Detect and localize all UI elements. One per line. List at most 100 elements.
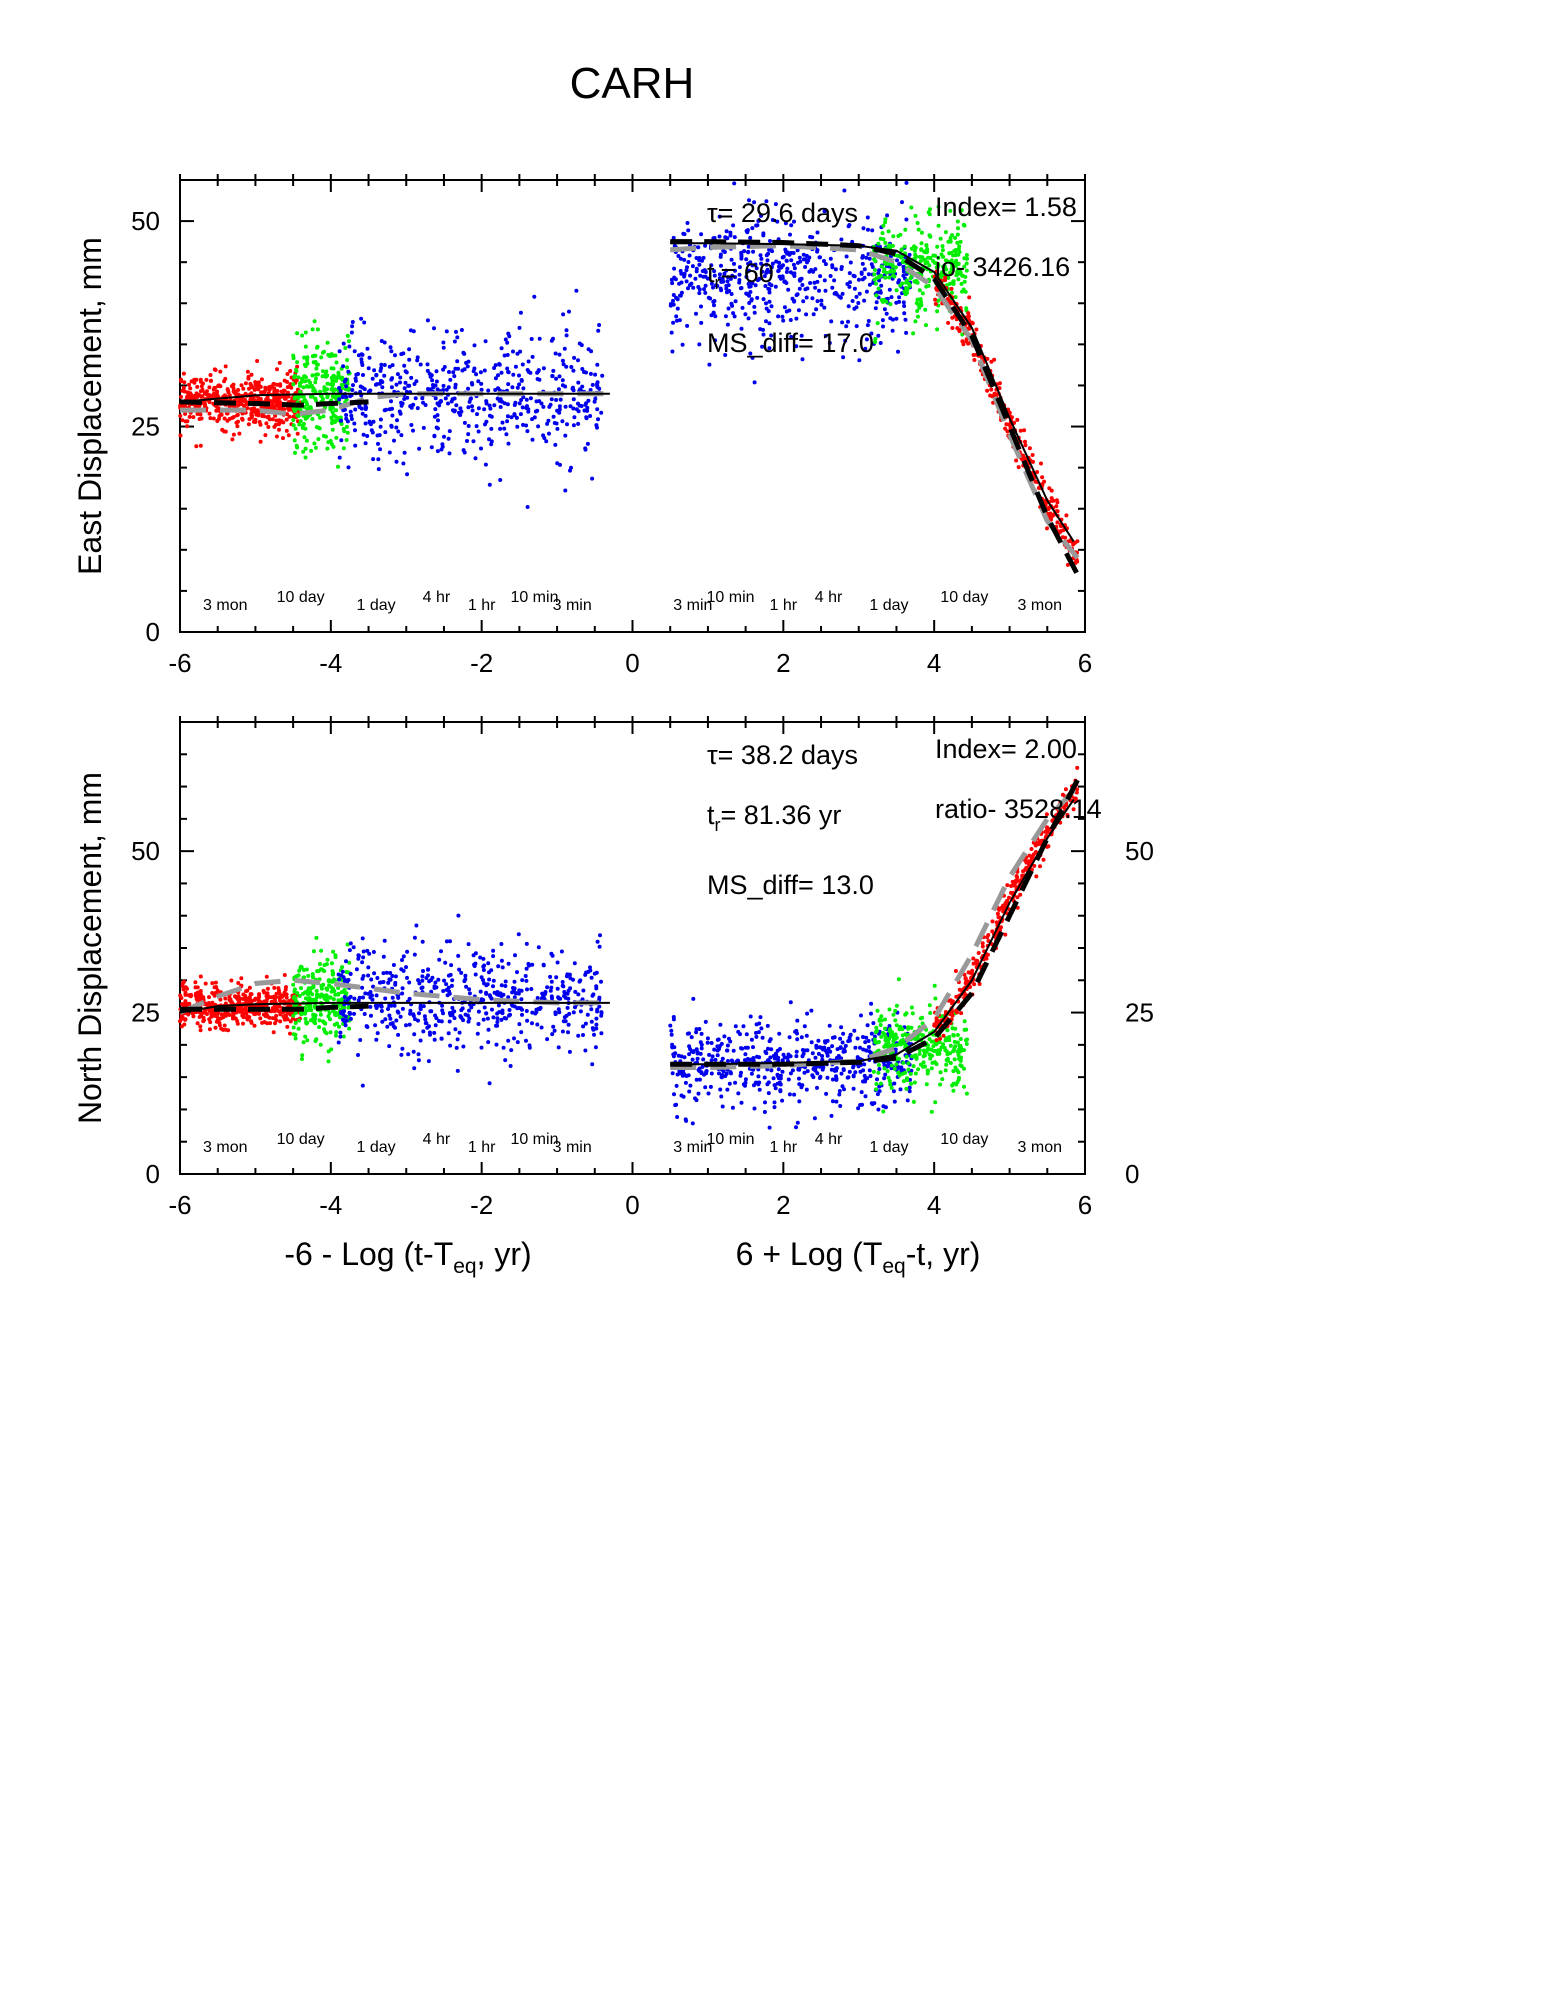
data-point <box>890 328 895 333</box>
data-point <box>454 329 458 334</box>
data-point <box>357 995 362 1000</box>
data-point <box>329 442 334 447</box>
data-point <box>915 309 920 313</box>
data-point <box>593 396 598 401</box>
data-point <box>481 956 486 961</box>
data-point <box>434 1016 439 1021</box>
data-point <box>946 239 951 244</box>
data-point <box>1018 428 1023 433</box>
data-point <box>698 273 703 278</box>
data-point <box>547 431 551 436</box>
data-point <box>928 207 932 212</box>
data-point <box>321 433 326 438</box>
data-point <box>265 1013 270 1018</box>
data-point <box>830 1099 835 1104</box>
data-point <box>764 253 769 258</box>
data-point <box>518 1006 523 1011</box>
data-point <box>275 388 280 393</box>
data-point <box>713 338 718 343</box>
data-point <box>883 1036 888 1041</box>
data-point <box>449 963 454 968</box>
data-point <box>347 1011 352 1015</box>
data-point <box>517 988 522 993</box>
data-point <box>767 287 772 292</box>
data-point <box>275 367 279 372</box>
data-point <box>358 1038 363 1042</box>
data-point <box>1039 461 1043 466</box>
data-point <box>411 329 416 334</box>
data-point <box>957 327 961 332</box>
data-point <box>581 988 586 993</box>
data-point <box>329 387 334 392</box>
data-point <box>776 1076 781 1081</box>
data-point <box>759 1026 764 1031</box>
data-point <box>822 259 826 263</box>
data-point <box>897 1056 901 1061</box>
data-point <box>775 219 780 224</box>
data-point <box>370 430 375 435</box>
data-point <box>753 283 758 288</box>
data-point <box>676 254 681 258</box>
data-point <box>305 438 309 443</box>
data-point <box>684 279 689 284</box>
data-point <box>183 419 188 424</box>
data-point <box>822 209 827 214</box>
data-point <box>764 301 768 306</box>
data-point <box>989 387 994 392</box>
data-point <box>966 341 971 346</box>
data-point <box>322 349 326 354</box>
data-point <box>479 1045 484 1050</box>
data-point <box>934 1062 939 1067</box>
data-point <box>827 1023 832 1028</box>
data-point <box>769 265 774 270</box>
data-point <box>819 298 824 303</box>
data-point <box>805 1011 810 1016</box>
data-point <box>425 368 430 373</box>
data-point <box>690 1057 695 1062</box>
data-point <box>233 389 237 394</box>
data-point <box>950 290 954 295</box>
data-point <box>697 1077 702 1082</box>
data-point <box>339 997 344 1002</box>
data-point <box>818 274 823 279</box>
data-point <box>517 325 522 330</box>
data-point <box>314 1037 319 1042</box>
data-point <box>250 385 255 390</box>
data-point <box>588 965 592 970</box>
data-point <box>822 1045 827 1050</box>
data-point <box>732 235 737 240</box>
data-point <box>785 266 790 271</box>
data-point <box>530 1010 535 1015</box>
data-point <box>425 318 430 323</box>
data-point <box>362 1012 367 1016</box>
data-point <box>312 441 317 446</box>
data-point <box>516 991 521 996</box>
data-point <box>590 476 595 481</box>
data-point <box>311 386 316 391</box>
data-point <box>691 1049 696 1054</box>
data-point <box>528 396 533 401</box>
data-point <box>426 1059 431 1064</box>
data-point <box>715 1053 720 1058</box>
data-point <box>352 349 357 354</box>
data-point <box>795 1018 800 1023</box>
data-point <box>274 991 279 996</box>
ms-diff-annotation: MS_diff= 17.0 <box>707 328 874 358</box>
data-point <box>434 379 439 384</box>
data-point <box>1016 465 1021 470</box>
data-point <box>850 299 855 303</box>
data-point <box>258 422 263 427</box>
data-point <box>336 992 341 997</box>
data-point <box>417 446 422 451</box>
data-point <box>498 991 503 996</box>
data-point <box>528 370 533 375</box>
data-point <box>936 204 941 209</box>
data-point <box>511 372 516 377</box>
data-point <box>405 949 410 954</box>
data-point <box>932 983 937 988</box>
data-point <box>867 1068 872 1073</box>
data-point <box>840 320 845 325</box>
data-point <box>400 1046 405 1051</box>
data-point <box>511 349 515 354</box>
data-point <box>720 1104 725 1109</box>
